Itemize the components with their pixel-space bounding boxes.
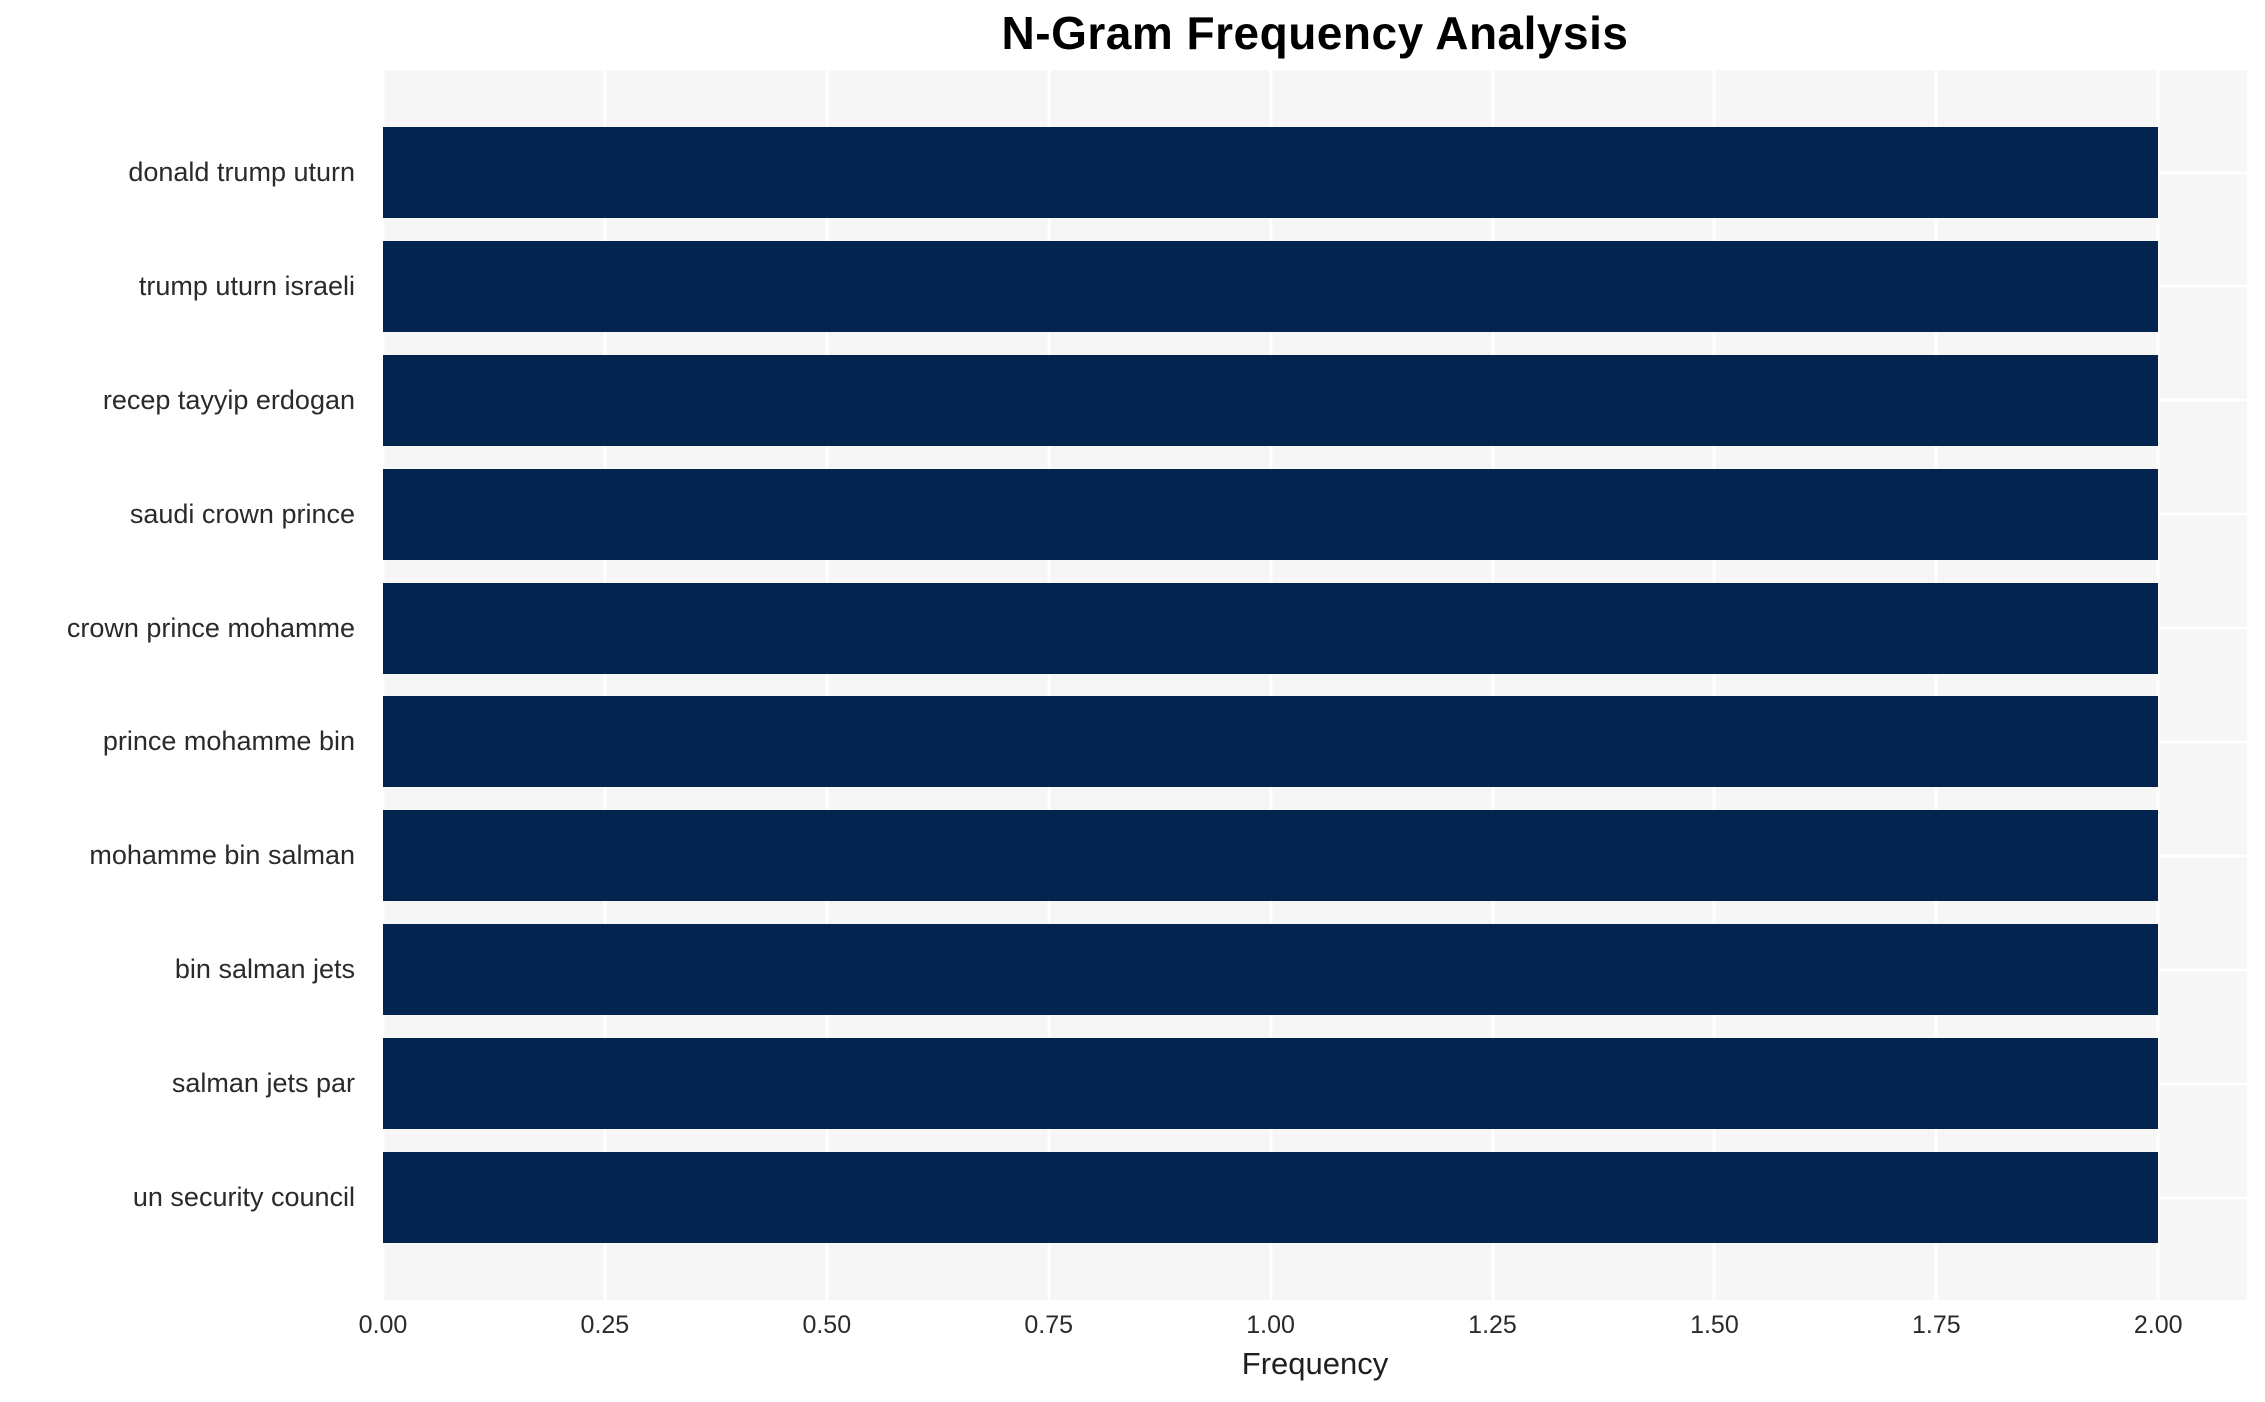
y-tick-label: prince mohamme bin (102, 726, 355, 757)
bar (383, 354, 2159, 446)
bar (383, 696, 2159, 788)
gridline-vertical (1269, 70, 1273, 1300)
gridline-vertical (825, 70, 829, 1300)
y-tick-label: un security council (132, 1181, 355, 1212)
x-axis-label: Frequency (1241, 1346, 1389, 1381)
x-tick-label: 2.00 (2133, 1311, 2183, 1339)
bar (383, 1151, 2159, 1244)
bar (383, 924, 2159, 1016)
y-axis-labels: donald trump uturn trump uturn israeli rec… (0, 70, 369, 1300)
y-tick-label: donald trump uturn (128, 156, 355, 187)
bar (383, 468, 2159, 560)
bar (383, 240, 2159, 332)
gridline-vertical (381, 70, 385, 1300)
gridline-vertical (1934, 70, 1938, 1300)
x-tick-label: 1.50 (1690, 1311, 1739, 1339)
y-tick-label: bin salman jets (174, 954, 355, 985)
bar (383, 126, 2159, 219)
x-axis-ticks: 0.00 0.25 0.50 0.75 1.00 1.25 1.50 1.75 2.00 (359, 1311, 2247, 1345)
x-tick-label: 1.00 (1246, 1311, 1295, 1339)
x-tick-label: 0.00 (358, 1311, 408, 1339)
x-tick-label: 0.50 (802, 1311, 852, 1339)
y-tick-label: saudi crown prince (129, 498, 355, 529)
y-tick-label: salman jets par (171, 1068, 355, 1099)
gridline-vertical (1491, 70, 1495, 1300)
gridline-vertical (1047, 70, 1051, 1300)
plot-area (381, 70, 2247, 1300)
y-tick-label: crown prince mohamme (66, 612, 355, 643)
y-tick-label: mohamme bin salman (89, 840, 355, 871)
y-tick-label: recep tayyip erdogan (102, 384, 355, 415)
bar (383, 810, 2159, 902)
bar (383, 582, 2159, 674)
x-tick-label: 0.75 (1024, 1311, 1074, 1339)
chart-title: N-Gram Frequency Analysis (1001, 7, 1629, 59)
x-tick-label: 0.25 (580, 1311, 630, 1339)
bar (383, 1038, 2159, 1130)
gridline-vertical (2156, 70, 2160, 1300)
y-tick-label: trump uturn israeli (138, 270, 355, 301)
gridline-vertical (1712, 70, 1716, 1300)
x-tick-label: 1.25 (1468, 1311, 1517, 1339)
gridline-vertical (603, 70, 607, 1300)
x-tick-label: 1.75 (1911, 1311, 1961, 1339)
